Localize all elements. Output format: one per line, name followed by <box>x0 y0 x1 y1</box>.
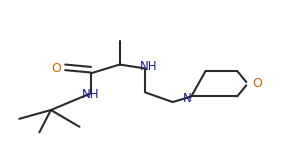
Text: NH: NH <box>140 60 157 73</box>
Text: NH: NH <box>82 88 100 101</box>
Text: O: O <box>252 77 262 90</box>
Text: O: O <box>52 62 62 75</box>
Text: N: N <box>183 92 191 104</box>
